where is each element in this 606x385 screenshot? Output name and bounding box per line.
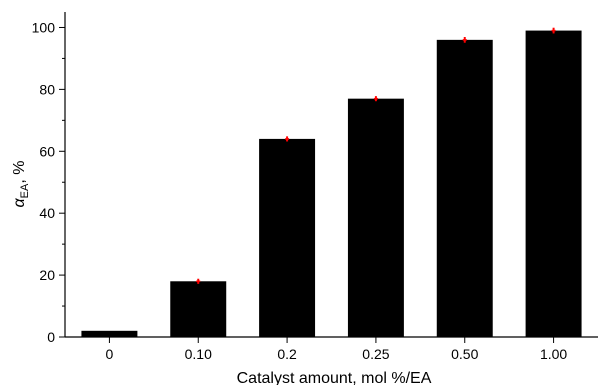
y-tick-label: 60 — [39, 143, 55, 159]
x-tick-label: 0.10 — [185, 346, 212, 362]
bars-layer — [81, 30, 582, 338]
bar — [81, 330, 138, 337]
error-bars-layer — [196, 27, 556, 284]
y-axis-suffix: , % — [11, 161, 28, 184]
bar — [259, 138, 316, 337]
x-axis-title: Catalyst amount, mol %/EA — [237, 370, 432, 385]
y-tick-label: 100 — [32, 19, 56, 35]
bar — [436, 39, 493, 337]
x-tick-label: 0.50 — [451, 346, 478, 362]
bar — [347, 98, 404, 338]
y-tick-label: 40 — [39, 205, 55, 221]
bar — [525, 30, 582, 337]
y-axis-symbol: α — [11, 197, 28, 207]
x-tick-label: 1.00 — [540, 346, 567, 362]
x-tick-label: 0 — [106, 346, 114, 362]
axes-layer — [59, 12, 598, 343]
y-tick-label: 0 — [47, 329, 55, 345]
y-axis-title: αEA, % — [11, 161, 31, 208]
x-tick-label: 0.2 — [277, 346, 297, 362]
y-tick-label: 80 — [39, 81, 55, 97]
tick-labels-layer: 0 0.10 0.2 0.25 0.50 1.00 0 20 40 60 80 100 — [32, 19, 568, 362]
x-tick-label: 0.25 — [362, 346, 389, 362]
y-axis-subscript: EA — [19, 183, 31, 198]
bar — [170, 281, 227, 337]
y-tick-label: 20 — [39, 267, 55, 283]
